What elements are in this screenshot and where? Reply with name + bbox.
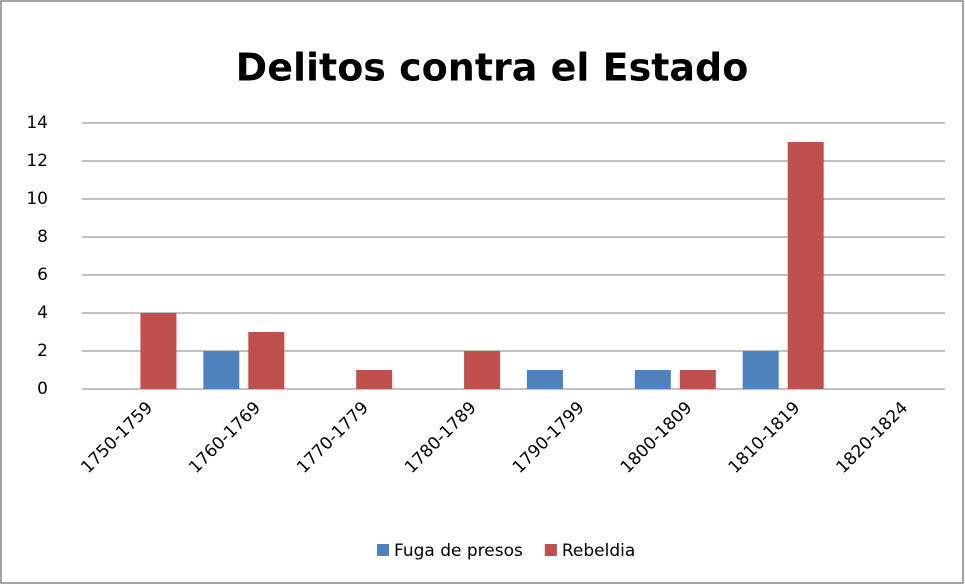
bar <box>526 370 563 389</box>
bar <box>742 351 779 389</box>
bar <box>203 351 240 389</box>
y-tick-label: 0 <box>37 379 48 399</box>
y-tick-label: 8 <box>37 227 48 247</box>
y-tick-label: 2 <box>37 341 48 361</box>
legend-swatch <box>377 544 389 556</box>
bar <box>634 370 671 389</box>
y-tick-label: 6 <box>37 265 48 285</box>
bar <box>787 142 824 389</box>
y-tick-label: 10 <box>26 189 48 209</box>
legend-label: Fuga de presos <box>394 541 523 561</box>
bar <box>679 370 716 389</box>
legend-swatch <box>544 544 557 556</box>
bar <box>464 351 501 389</box>
legend-label: Rebeldia <box>562 541 635 561</box>
bar <box>356 370 393 389</box>
bar <box>140 313 177 389</box>
chart-title: Delitos contra el Estado <box>236 46 749 90</box>
y-tick-label: 12 <box>26 151 48 171</box>
bar <box>248 332 285 389</box>
y-tick-label: 14 <box>26 113 48 133</box>
y-tick-label: 4 <box>37 303 48 323</box>
